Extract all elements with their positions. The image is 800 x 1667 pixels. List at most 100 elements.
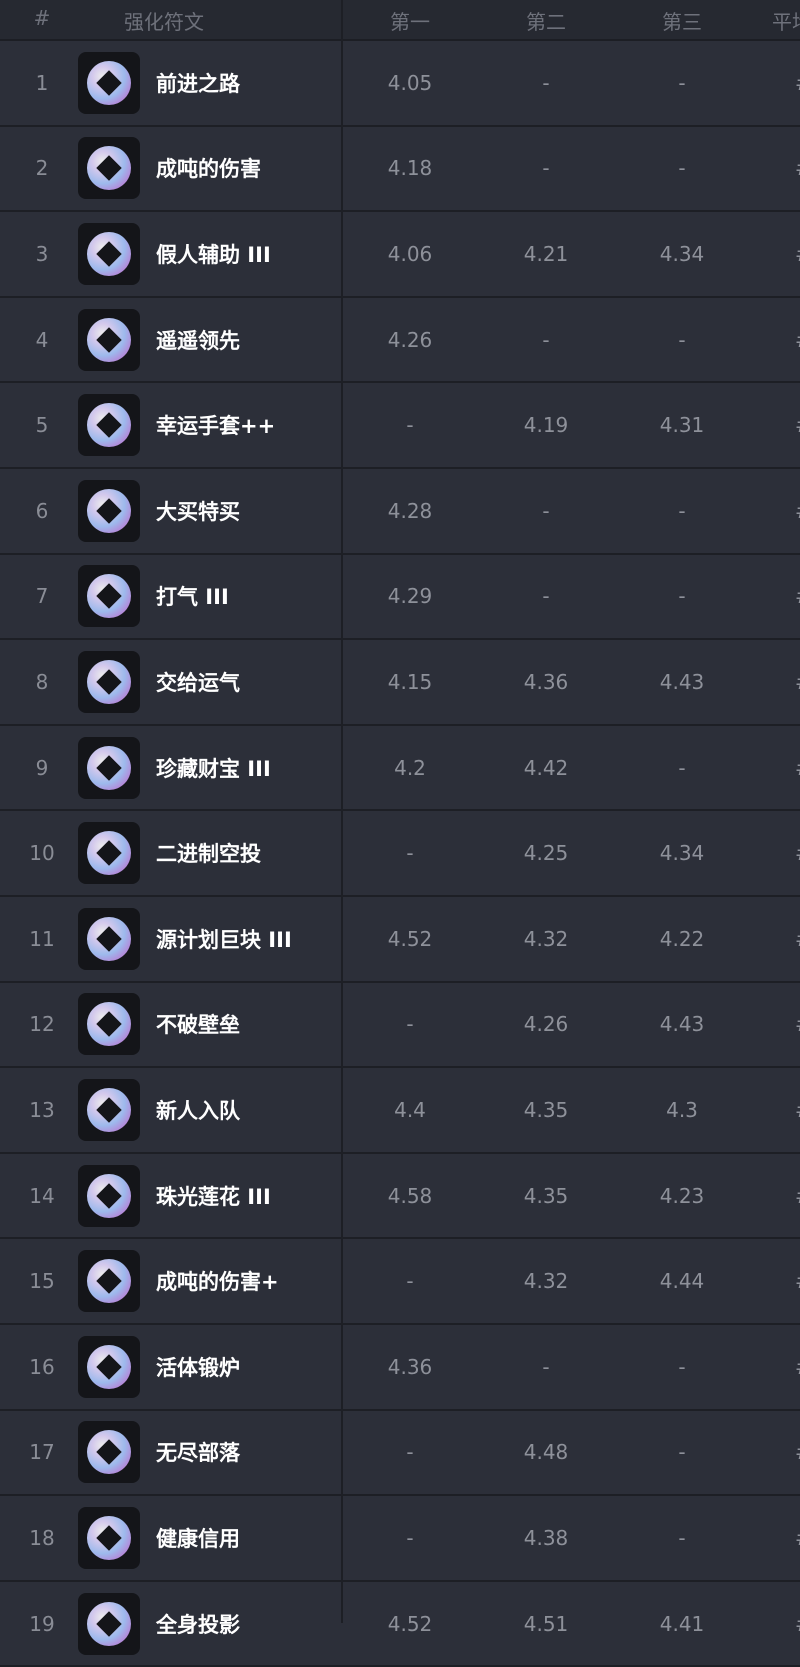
first-value: 4.28 [387, 498, 433, 523]
table-row[interactable]: 1 前进之路 4.05 - - # [0, 41, 800, 127]
rank: 1 [35, 70, 49, 95]
augment-name: 新人入队 [156, 1098, 240, 1123]
rank: 19 [29, 1611, 55, 1636]
second-value: 4.51 [523, 1611, 569, 1636]
average-value: # [795, 1184, 800, 1208]
table-row[interactable]: 7 打气 III 4.29 - - # [0, 554, 800, 641]
augment-name: 打气 III [156, 585, 229, 610]
table-row[interactable]: 13 新人入队 4.4 4.35 4.3 # [0, 1068, 800, 1154]
first-value: 4.2 [394, 755, 426, 780]
third-value: - [678, 498, 686, 523]
header-average[interactable]: 平均 [772, 10, 800, 34]
augment-name: 全身投影 [156, 1612, 240, 1637]
rank: 6 [35, 498, 49, 523]
table-row[interactable]: 14 珠光莲花 III 4.58 4.35 4.23 # [0, 1153, 800, 1240]
augment-name: 幸运手套++ [156, 414, 276, 439]
rank: 18 [29, 1525, 55, 1550]
money-bag-icon [78, 1506, 140, 1569]
table-row[interactable]: 3 假人辅助 III 4.06 4.21 4.34 # [0, 212, 800, 298]
first-value: 4.06 [387, 241, 433, 266]
table-row[interactable]: 18 健康信用 - 4.38 - # [0, 1496, 800, 1582]
average-value: # [795, 1098, 800, 1122]
second-value: 4.35 [523, 1097, 569, 1122]
augment-name: 无尽部落 [156, 1441, 240, 1466]
average-value: # [795, 499, 800, 523]
average-value: # [795, 1269, 800, 1293]
first-value: - [406, 1012, 414, 1037]
third-value: 4.41 [659, 1611, 705, 1636]
table-row[interactable]: 17 无尽部落 - 4.48 - # [0, 1410, 800, 1497]
augment-name: 大买特买 [156, 499, 240, 524]
second-value: - [542, 327, 550, 352]
header-first[interactable]: 第一 [390, 10, 430, 34]
rank: 7 [35, 584, 49, 609]
rank: 5 [35, 413, 49, 438]
average-value: # [795, 413, 800, 437]
augment-name: 二进制空投 [156, 842, 261, 867]
helmet-icon [78, 1421, 140, 1484]
second-value: 4.42 [523, 755, 569, 780]
table-row[interactable]: 6 大买特买 4.28 - - # [0, 469, 800, 555]
table-row[interactable]: 15 成吨的伤害+ - 4.32 4.44 # [0, 1239, 800, 1325]
table-row[interactable]: 12 不破壁垒 - 4.26 4.43 # [0, 982, 800, 1069]
augment-name: 珍藏财宝 III [156, 756, 271, 781]
average-value: # [795, 328, 800, 352]
average-value: # [795, 156, 800, 180]
first-value: 4.18 [387, 156, 433, 181]
second-value: 4.19 [523, 413, 569, 438]
second-value: - [542, 498, 550, 523]
third-value: - [678, 755, 686, 780]
augment-name: 交给运气 [156, 670, 240, 695]
table-row[interactable]: 8 交给运气 4.15 4.36 4.43 # [0, 640, 800, 726]
table-row[interactable]: 9 珍藏财宝 III 4.2 4.42 - # [0, 725, 800, 812]
third-value: - [678, 70, 686, 95]
first-value: 4.58 [387, 1183, 433, 1208]
first-value: 4.05 [387, 70, 433, 95]
second-value: - [542, 1354, 550, 1379]
table-row[interactable]: 10 二进制空投 - 4.25 4.34 # [0, 811, 800, 897]
augment-name: 健康信用 [156, 1526, 240, 1551]
paw-rune-icon [78, 394, 140, 457]
third-value: - [678, 327, 686, 352]
third-value: 4.43 [659, 1012, 705, 1037]
header-third[interactable]: 第三 [662, 10, 702, 34]
first-value: 4.36 [387, 1354, 433, 1379]
first-value: - [406, 1440, 414, 1465]
table-row[interactable]: 5 幸运手套++ - 4.19 4.31 # [0, 383, 800, 469]
flag-helmet-icon [78, 1078, 140, 1141]
augment-name: 成吨的伤害 [156, 157, 261, 182]
third-value: 4.23 [659, 1183, 705, 1208]
average-value: # [795, 1440, 800, 1464]
average-value: # [795, 1012, 800, 1036]
first-value: 4.52 [387, 926, 433, 951]
heart-box-icon [78, 907, 140, 970]
second-value: 4.48 [523, 1440, 569, 1465]
average-value: # [795, 841, 800, 865]
rank: 13 [29, 1097, 55, 1122]
parachute-icon [78, 822, 140, 885]
mystery-box-icon [78, 736, 140, 799]
average-value: # [795, 584, 800, 608]
table-row[interactable]: 4 遥遥领先 4.26 - - # [0, 297, 800, 384]
header-name[interactable]: 强化符文 [124, 10, 204, 34]
second-value: 4.32 [523, 926, 569, 951]
rank: 15 [29, 1269, 55, 1294]
average-value: # [795, 670, 800, 694]
table-header: # 强化符文 第一 第二 第三 平均 [0, 0, 800, 41]
table-row[interactable]: 2 成吨的伤害 4.18 - - # [0, 126, 800, 213]
rank: 14 [29, 1183, 55, 1208]
shield-icon [78, 993, 140, 1056]
column-divider [341, 0, 343, 1623]
second-value: - [542, 156, 550, 181]
augment-name: 前进之路 [156, 71, 240, 96]
table-row[interactable]: 19 全身投影 4.52 4.51 4.41 # [0, 1581, 800, 1667]
augment-name: 源计划巨块 III [156, 927, 292, 952]
rank: 12 [29, 1012, 55, 1037]
header-rank[interactable]: # [33, 6, 51, 30]
table-row[interactable]: 11 源计划巨块 III 4.52 4.32 4.22 # [0, 897, 800, 983]
header-second[interactable]: 第二 [526, 10, 566, 34]
third-value: - [678, 156, 686, 181]
dummy-rune-icon [78, 222, 140, 285]
third-value: 4.34 [659, 241, 705, 266]
table-row[interactable]: 16 活体锻炉 4.36 - - # [0, 1325, 800, 1411]
